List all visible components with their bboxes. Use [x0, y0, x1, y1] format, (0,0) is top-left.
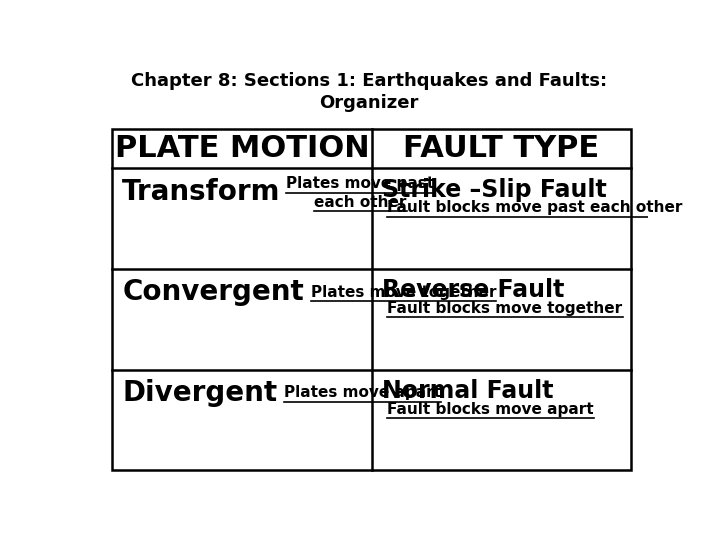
Text: each other: each other — [315, 195, 407, 210]
Text: Transform: Transform — [122, 178, 281, 206]
Text: PLATE MOTION: PLATE MOTION — [114, 134, 369, 164]
Text: Plates move together: Plates move together — [311, 285, 496, 300]
Text: Convergent: Convergent — [122, 278, 304, 306]
Text: Plates move past: Plates move past — [287, 177, 435, 191]
Text: Normal Fault: Normal Fault — [382, 379, 554, 403]
Text: Fault blocks move past each other: Fault blocks move past each other — [387, 200, 683, 215]
Text: Strike –Slip Fault: Strike –Slip Fault — [382, 178, 606, 201]
Text: Fault blocks move together: Fault blocks move together — [387, 301, 623, 316]
Text: Chapter 8: Sections 1: Earthquakes and Faults:
Organizer: Chapter 8: Sections 1: Earthquakes and F… — [131, 72, 607, 112]
Text: Plates move apart: Plates move apart — [284, 385, 441, 400]
Text: Reverse Fault: Reverse Fault — [382, 278, 564, 302]
Text: Divergent: Divergent — [122, 379, 277, 407]
Text: Fault blocks move apart: Fault blocks move apart — [387, 402, 594, 417]
Text: FAULT TYPE: FAULT TYPE — [403, 134, 600, 164]
